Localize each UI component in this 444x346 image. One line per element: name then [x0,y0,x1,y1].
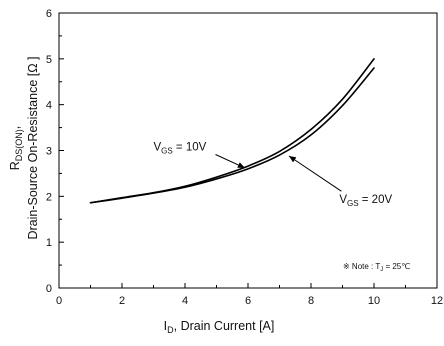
lines-layer [89,58,375,204]
y-tick-label: 5 [46,54,52,66]
y-tick-label: 3 [46,146,52,158]
annotations-layer: VGS = 10V VGS = 20V [154,142,393,209]
plot-frame [58,12,438,289]
x-tick-label: 4 [182,295,188,307]
annotation-arrow-0 [215,154,246,169]
y-axis-title-line1: RDS(ON), [8,126,24,171]
x-tick-label: 6 [245,295,251,307]
series-line-0 [89,58,375,204]
x-axis-title: ID, Drain Current [A] [164,319,275,335]
x-tick-label: 2 [119,295,125,307]
x-tick-label: 10 [368,295,380,307]
x-tick-label: 0 [56,295,62,307]
series-line-1 [89,67,375,204]
y-tick-label: 2 [46,191,52,203]
y-tick-label: 6 [46,8,52,20]
y-axis-title-line2: Drain-Source On-Resistance [Ω ] [26,56,40,239]
series-annotation-0: VGS = 10V [154,142,207,156]
y-tick-label: 4 [46,100,52,112]
x-tick-label: 8 [308,295,314,307]
annotation-arrow-1 [288,155,342,192]
y-tick-label: 1 [46,237,52,249]
y-tick-label: 0 [46,283,52,295]
x-tick-label: 12 [431,295,443,307]
note-label: ※ Note : TJ = 25℃ [343,262,410,273]
series-annotation-1: VGS = 20V [339,194,392,208]
